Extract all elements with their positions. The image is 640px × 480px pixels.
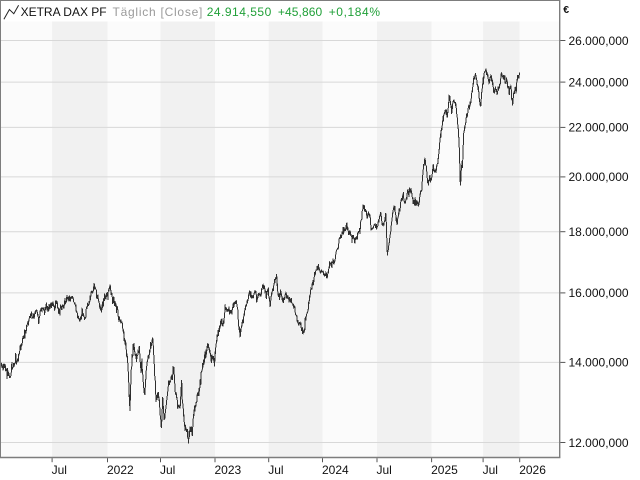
svg-text:2025: 2025 [431, 463, 458, 477]
svg-text:Täglich [Close]: Täglich [Close] [113, 5, 204, 19]
svg-text:26.000,000: 26.000,000 [569, 34, 629, 48]
svg-text:18.000,000: 18.000,000 [569, 225, 629, 239]
svg-text:XETRA DAX PF: XETRA DAX PF [21, 5, 107, 19]
svg-text:22.000,000: 22.000,000 [569, 121, 629, 135]
svg-text:+45,860: +45,860 [278, 5, 323, 19]
svg-text:2024: 2024 [322, 463, 349, 477]
svg-text:Jul: Jul [160, 463, 175, 477]
svg-text:12.000,000: 12.000,000 [569, 436, 629, 450]
svg-text:2022: 2022 [107, 463, 134, 477]
svg-text:€: € [563, 4, 569, 16]
svg-text:Jul: Jul [483, 463, 498, 477]
svg-text:Jul: Jul [268, 463, 283, 477]
svg-text:20.000,000: 20.000,000 [569, 170, 629, 184]
svg-text:24.914,550: 24.914,550 [207, 5, 272, 19]
svg-text:14.000,000: 14.000,000 [569, 356, 629, 370]
svg-text:Jul: Jul [52, 463, 67, 477]
svg-text:16.000,000: 16.000,000 [569, 286, 629, 300]
svg-text:+0,184%: +0,184% [329, 5, 381, 19]
svg-text:2023: 2023 [215, 463, 242, 477]
svg-text:24.000,000: 24.000,000 [569, 75, 629, 89]
svg-text:2026: 2026 [519, 463, 546, 477]
svg-text:Jul: Jul [377, 463, 392, 477]
